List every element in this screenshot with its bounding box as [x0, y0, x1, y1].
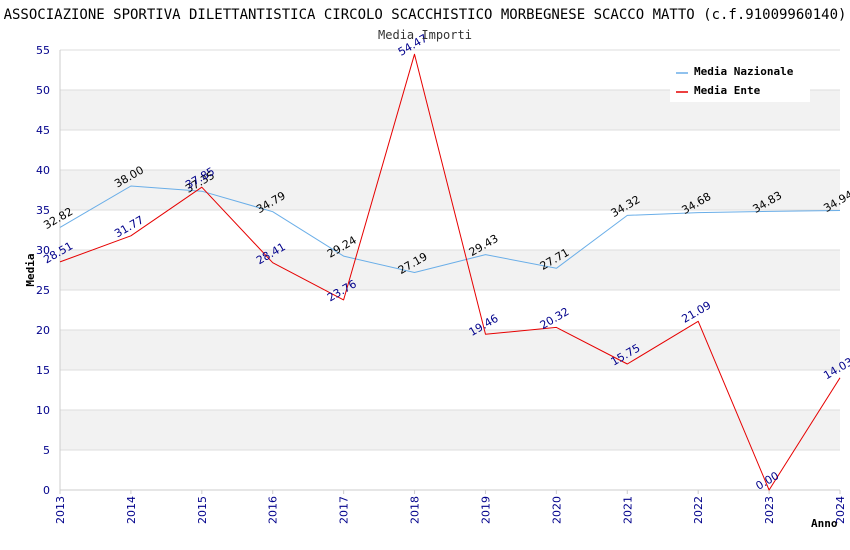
- x-tick-label: 2014: [125, 496, 138, 524]
- y-tick-label: 55: [36, 44, 50, 57]
- legend: Media Nazionale Media Ente: [670, 58, 810, 102]
- y-tick-label: 25: [36, 284, 50, 297]
- series-line-media-ente: [59, 53, 841, 491]
- grid-bands: [60, 50, 840, 490]
- y-tick-label: 5: [43, 444, 50, 457]
- y-tick-labels: 0 5 10 15 20 25 30 35 40 45 50 55: [36, 44, 50, 497]
- x-tick-label: 2022: [692, 496, 705, 524]
- x-tick-label: 2021: [621, 496, 634, 524]
- x-tick-label: 2020: [550, 496, 563, 524]
- x-tick-labels: 2013 2014 2015 2016 2017 2018 2019 2020 2021 2022…: [54, 490, 847, 524]
- y-tick-label: 35: [36, 204, 50, 217]
- y-tick-label: 0: [43, 484, 50, 497]
- grid-band: [60, 290, 840, 330]
- y-tick-label: 20: [36, 324, 50, 337]
- x-tick-label: 2019: [479, 496, 492, 524]
- grid-band: [60, 410, 840, 450]
- y-tick-label: 30: [36, 244, 50, 257]
- y-tick-label: 15: [36, 364, 50, 377]
- legend-label-media-nazionale: Media Nazionale: [694, 65, 794, 78]
- y-axis-label: Media: [24, 253, 37, 286]
- x-tick-label: 2013: [54, 496, 67, 524]
- y-tick-label: 40: [36, 164, 50, 177]
- x-tick-label: 2018: [409, 496, 422, 524]
- y-tick-label: 10: [36, 404, 50, 417]
- x-tick-label: 2017: [338, 496, 351, 524]
- y-tick-label: 50: [36, 84, 50, 97]
- grid-lines: [60, 49, 840, 491]
- grid-band: [60, 130, 840, 170]
- x-axis-label: Anno: [811, 517, 838, 530]
- x-tick-label: 2015: [196, 496, 209, 524]
- grid-band: [60, 330, 840, 370]
- grid-band: [60, 250, 840, 290]
- y-tick-label: 45: [36, 124, 50, 137]
- chart-title: ASSOCIAZIONE SPORTIVA DILETTANTISTICA CI…: [4, 7, 847, 23]
- x-tick-label: 2023: [763, 496, 776, 524]
- x-tick-label: 2016: [267, 496, 280, 524]
- series-line-media-nazionale: [59, 185, 841, 273]
- legend-box: [670, 58, 810, 102]
- grid-band: [60, 450, 840, 490]
- x-tick-label: 2024: [834, 496, 847, 524]
- series-lines: [59, 53, 841, 491]
- chart-subtitle: Media Importi: [378, 28, 472, 42]
- legend-label-media-ente: Media Ente: [694, 84, 761, 97]
- grid-band: [60, 210, 840, 250]
- axes: [59, 50, 840, 491]
- grid-band: [60, 370, 840, 410]
